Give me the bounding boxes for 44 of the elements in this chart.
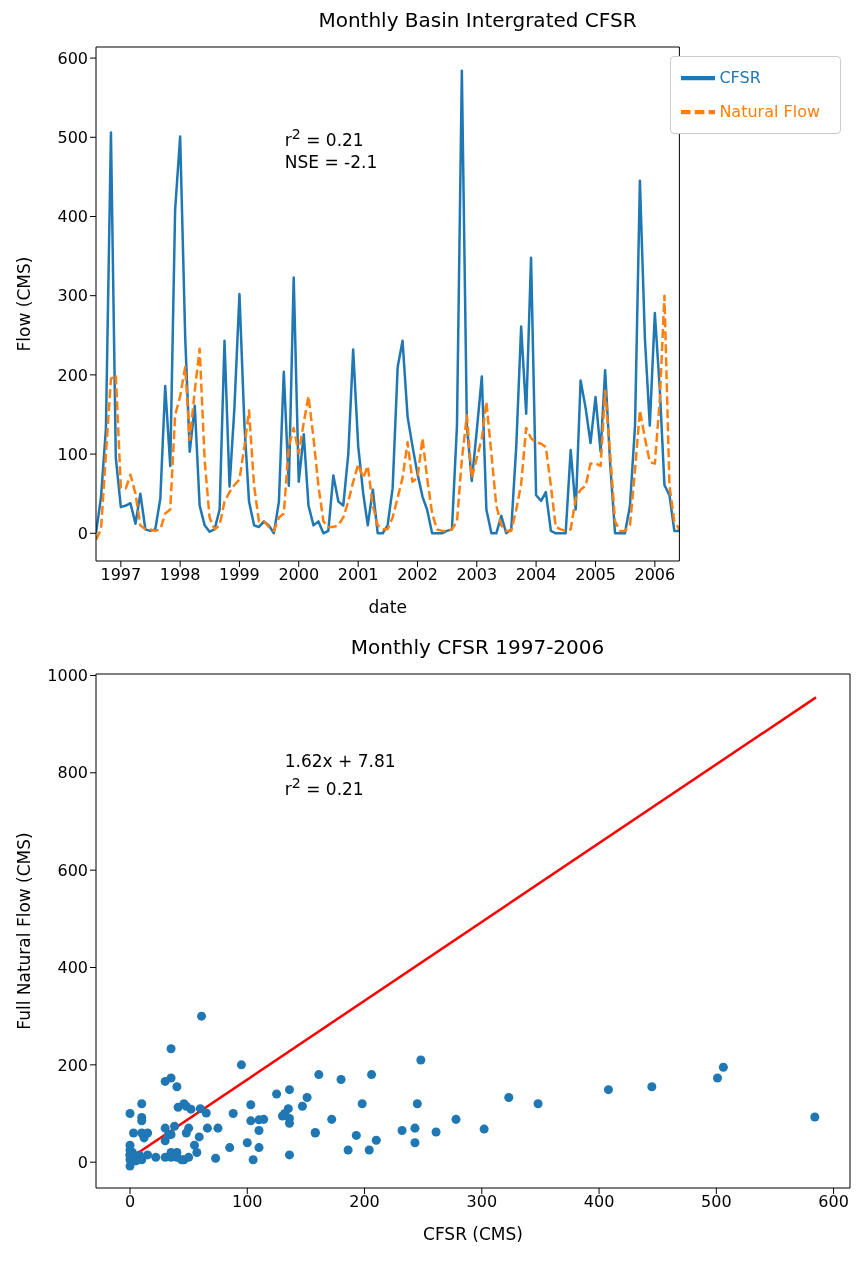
x-tick-label: 300 [466, 1192, 498, 1212]
y-tick-label: 400 [57, 207, 88, 227]
y-tick-label: 100 [57, 444, 88, 464]
y-tick-label: 0 [77, 523, 88, 543]
x-axis-title: CFSR (CMS) [423, 1224, 523, 1244]
y-tick-label: 200 [57, 1055, 88, 1075]
x-tick-label: 0 [124, 1192, 136, 1212]
annotation: NSE = -2.1 [284, 150, 378, 173]
legend-label: CFSR [719, 67, 761, 87]
y-tick-label: 600 [57, 860, 88, 880]
x-tick-label: 2001 [337, 565, 379, 585]
x-tick-label: 500 [701, 1192, 732, 1212]
y-tick-label: 500 [57, 127, 88, 147]
y-tick-label: 300 [57, 286, 88, 306]
x-tick-label: 1998 [159, 565, 201, 585]
x-tick-label: 2004 [515, 565, 557, 585]
x-tick-label: 1999 [219, 565, 260, 585]
y-tick-label: 0 [77, 1152, 88, 1172]
annotation: 1.62x + 7.81 [284, 750, 396, 773]
y-tick-label: 200 [57, 365, 88, 385]
y-tick-label: 400 [57, 958, 88, 978]
y-tick-label: 800 [57, 763, 88, 783]
chart-title: Monthly Basin Intergrated CFSR [317, 8, 638, 34]
x-tick-label: 2003 [456, 565, 498, 585]
x-axis-title: date [368, 597, 407, 617]
line-series [96, 69, 680, 535]
x-tick-label: 1997 [100, 565, 142, 585]
y-tick-label: 600 [57, 48, 88, 68]
chart-title: Monthly CFSR 1997-2006 [349, 635, 606, 661]
legend-label: Natural Flow [719, 101, 820, 121]
annotation: r$^{2}$ = 0.21 [284, 125, 365, 151]
x-tick-label: 600 [818, 1192, 849, 1212]
y-tick-label: 1000 [47, 666, 88, 686]
line-series [96, 294, 680, 541]
annotation: r$^{2}$ = 0.21 [284, 774, 365, 800]
x-tick-label: 200 [349, 1192, 380, 1212]
x-tick-label: 2000 [278, 565, 320, 585]
y-axis-title: Flow (CMS) [14, 256, 35, 352]
y-axis-title: Full Natural Flow (CMS) [14, 832, 35, 1030]
x-tick-label: 100 [232, 1192, 263, 1212]
x-tick-label: 2006 [634, 565, 676, 585]
x-tick-label: 400 [583, 1192, 615, 1212]
x-tick-label: 2005 [575, 565, 616, 585]
x-tick-label: 2002 [397, 565, 438, 585]
